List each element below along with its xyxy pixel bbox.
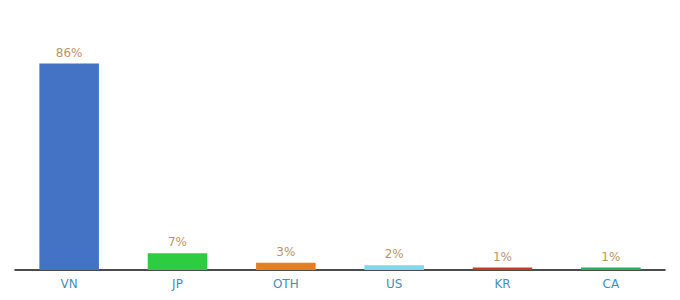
svg-text:US: US bbox=[386, 277, 402, 291]
svg-text:7%: 7% bbox=[168, 235, 187, 249]
svg-text:3%: 3% bbox=[276, 245, 295, 259]
svg-text:OTH: OTH bbox=[273, 277, 299, 291]
svg-text:2%: 2% bbox=[385, 247, 404, 261]
svg-text:VN: VN bbox=[61, 277, 78, 291]
svg-text:KR: KR bbox=[494, 277, 510, 291]
svg-text:1%: 1% bbox=[493, 250, 512, 264]
svg-text:CA: CA bbox=[603, 277, 620, 291]
svg-text:86%: 86% bbox=[56, 46, 83, 60]
svg-text:JP: JP bbox=[171, 277, 183, 291]
svg-text:1%: 1% bbox=[601, 250, 620, 264]
